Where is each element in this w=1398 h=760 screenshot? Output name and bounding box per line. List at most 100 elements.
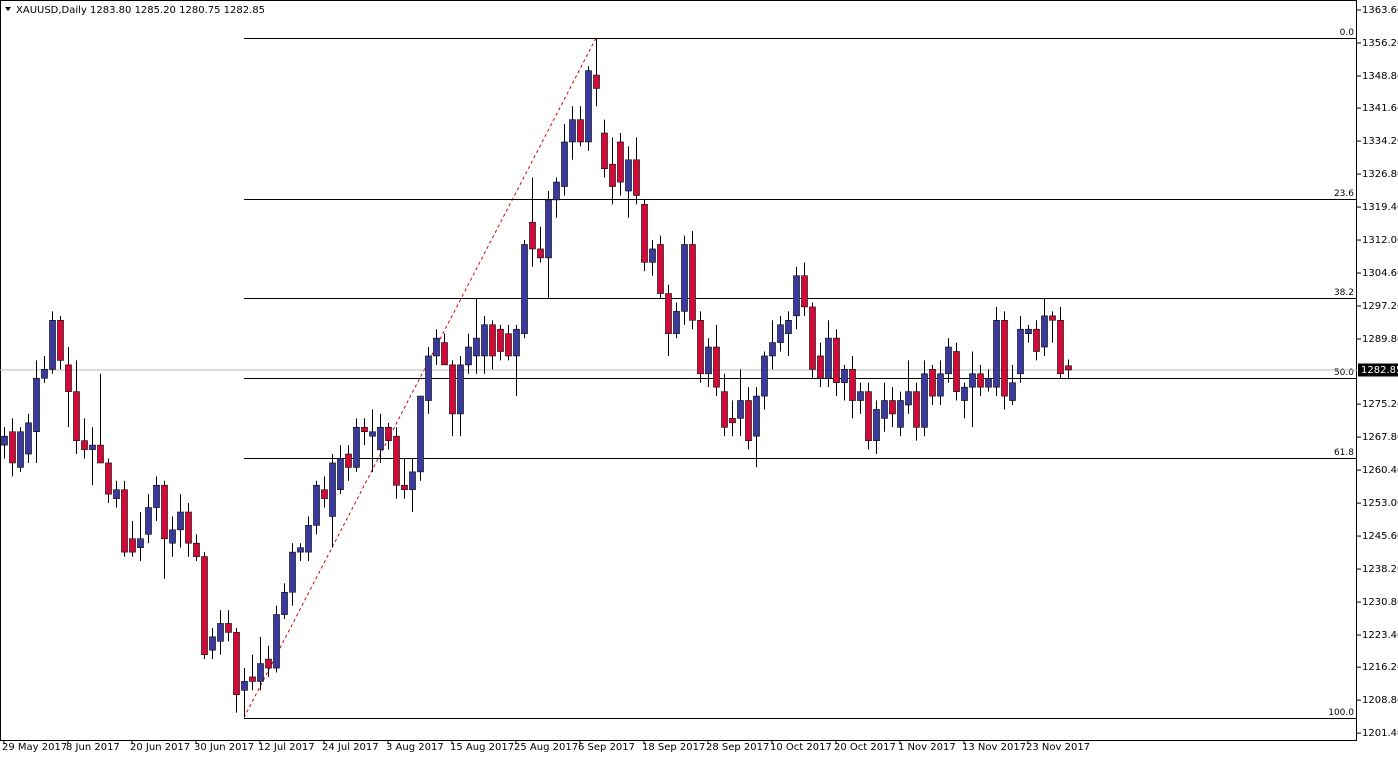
candle-body (785, 319, 792, 334)
x-tick-label: 29 May 2017 (2, 742, 67, 753)
candle-body (833, 337, 840, 384)
y-tick-label: 1267.80 (1362, 432, 1398, 443)
candle-body (161, 484, 168, 540)
candle-body (793, 275, 800, 317)
candle-body (57, 319, 64, 361)
candle-body (737, 400, 744, 419)
candle-body (449, 364, 456, 415)
candle-body (553, 181, 560, 201)
y-tick-label: 1341.60 (1362, 103, 1398, 114)
candle-body (1009, 382, 1016, 401)
candle-body (801, 275, 808, 308)
candle-body (121, 489, 128, 553)
candle-body (369, 431, 376, 437)
candle-body (569, 119, 576, 143)
candle-body (441, 342, 448, 366)
y-tick-label: 1319.40 (1362, 202, 1398, 213)
y-tick-label: 1260.40 (1362, 465, 1398, 476)
candle-body (241, 681, 248, 691)
x-tick-label: 8 Jun 2017 (66, 742, 120, 753)
fib-label: 23.6 (1334, 189, 1354, 199)
price-box-label: 1282.85 (1361, 365, 1398, 376)
x-tick-label: 6 Sep 2017 (578, 742, 635, 753)
candle-body (513, 328, 520, 357)
candle-body (401, 484, 408, 491)
candle-body (657, 244, 664, 294)
candle-body (17, 431, 24, 468)
candle-body (649, 248, 656, 263)
x-tick-label: 20 Oct 2017 (834, 742, 896, 753)
candle-body (537, 248, 544, 259)
candle-body (585, 70, 592, 143)
x-tick-label: 20 Jun 2017 (130, 742, 190, 753)
y-tick-label: 1230.80 (1362, 597, 1398, 608)
candle-body (353, 426, 360, 468)
candle-body (985, 377, 992, 388)
candle-body (433, 337, 440, 357)
candle-body (1041, 315, 1048, 348)
fib-label: 61.8 (1334, 448, 1354, 458)
candle-body (729, 418, 736, 424)
candle-body (113, 489, 120, 499)
candle-body (705, 346, 712, 375)
candle-body (49, 319, 56, 370)
candle-body (33, 377, 40, 433)
candle-body (945, 346, 952, 375)
y-tick-label: 1253.00 (1362, 498, 1398, 509)
price-box (1358, 363, 1398, 377)
y-tick-label: 1326.80 (1362, 169, 1398, 180)
candle-body (425, 355, 432, 401)
fib-label: 50.0 (1334, 368, 1354, 378)
x-tick-label: 23 Nov 2017 (1026, 742, 1090, 753)
candle-body (97, 444, 104, 464)
candle-body (129, 538, 136, 553)
candle-body (881, 400, 888, 419)
candle-body (473, 337, 480, 357)
y-tick-label: 1304.60 (1362, 268, 1398, 279)
candle-body (337, 458, 344, 491)
x-tick-label: 28 Sep 2017 (706, 742, 769, 753)
candle-body (673, 311, 680, 334)
candle-body (761, 355, 768, 397)
title-arrow (5, 7, 11, 11)
candle-body (145, 507, 152, 535)
x-tick-label: 24 Jul 2017 (322, 742, 379, 753)
candle-body (65, 364, 72, 392)
candle-body (689, 244, 696, 321)
candle-body (73, 391, 80, 441)
candle-body (609, 163, 616, 187)
candle-body (1057, 319, 1064, 375)
candle-body (521, 244, 528, 334)
y-tick-label: 1201.40 (1362, 728, 1398, 739)
candle-body (865, 391, 872, 441)
candle-body (825, 337, 832, 379)
candle-body (1017, 328, 1024, 375)
candle-body (321, 489, 328, 499)
candle-body (921, 373, 928, 428)
y-tick-label: 1297.20 (1362, 301, 1398, 312)
candle-body (409, 471, 416, 491)
candle-body (393, 435, 400, 486)
candle-body (889, 400, 896, 415)
candle-body (505, 333, 512, 357)
candle-body (233, 632, 240, 696)
chart-title: XAUUSD,Daily 1283.80 1285.20 1280.75 128… (16, 5, 265, 16)
candle-body (601, 132, 608, 170)
x-tick-label: 15 Aug 2017 (450, 742, 514, 753)
candle-body (281, 591, 288, 615)
candle-body (905, 391, 912, 406)
candle-body (1025, 328, 1032, 334)
candle-body (993, 319, 1000, 388)
candle-body (193, 542, 200, 557)
candle-body (481, 324, 488, 357)
y-tick-label: 1334.20 (1362, 136, 1398, 147)
y-tick-label: 1363.60 (1362, 5, 1398, 16)
candle-body (273, 614, 280, 669)
candle-body (873, 409, 880, 441)
y-tick-label: 1223.40 (1362, 630, 1398, 641)
x-tick-label: 1 Nov 2017 (898, 742, 956, 753)
candle-body (633, 159, 640, 196)
fib-label: 0.0 (1340, 28, 1355, 38)
x-tick-label: 18 Sep 2017 (642, 742, 705, 753)
y-tick-label: 1312.00 (1362, 235, 1398, 246)
